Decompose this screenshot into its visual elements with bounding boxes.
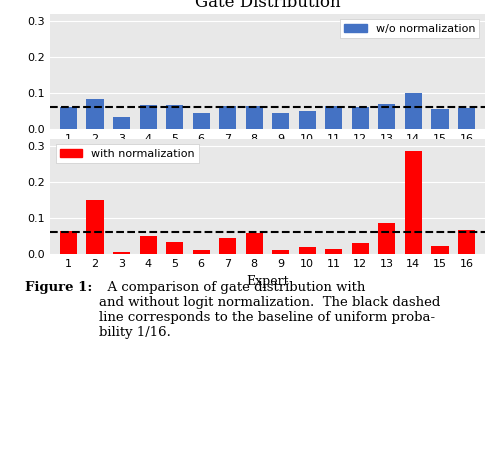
Bar xyxy=(432,109,448,129)
Text: A comparison of gate distribution with
and without logit normalization.  The bla: A comparison of gate distribution with a… xyxy=(99,281,440,340)
Legend: with normalization: with normalization xyxy=(56,144,199,163)
Bar xyxy=(219,238,236,254)
Title: Gate Distribution: Gate Distribution xyxy=(194,0,340,11)
Bar xyxy=(86,99,104,129)
Bar xyxy=(246,233,263,254)
Bar xyxy=(86,200,104,254)
Bar xyxy=(458,108,475,129)
Bar xyxy=(405,93,422,129)
Bar xyxy=(60,231,77,254)
Bar xyxy=(432,246,448,254)
Bar xyxy=(378,223,396,254)
Bar xyxy=(272,250,289,254)
Bar xyxy=(192,113,210,129)
Bar xyxy=(246,106,263,129)
Bar xyxy=(219,106,236,129)
Bar xyxy=(298,247,316,254)
Bar xyxy=(458,230,475,254)
Bar xyxy=(60,107,77,129)
Bar xyxy=(325,249,342,254)
Bar xyxy=(166,105,184,129)
Bar xyxy=(298,111,316,129)
Bar xyxy=(113,252,130,254)
Bar xyxy=(272,113,289,129)
Bar xyxy=(166,242,184,254)
Text: Figure 1:: Figure 1: xyxy=(25,281,92,295)
Bar xyxy=(352,243,369,254)
Bar xyxy=(352,107,369,129)
Legend: w/o normalization: w/o normalization xyxy=(340,19,479,38)
Bar xyxy=(140,236,157,254)
Bar xyxy=(140,105,157,129)
Bar xyxy=(378,104,396,129)
Bar xyxy=(405,151,422,254)
Bar xyxy=(325,106,342,129)
Bar xyxy=(113,118,130,129)
X-axis label: Expert: Expert xyxy=(246,275,289,288)
Bar xyxy=(192,250,210,254)
